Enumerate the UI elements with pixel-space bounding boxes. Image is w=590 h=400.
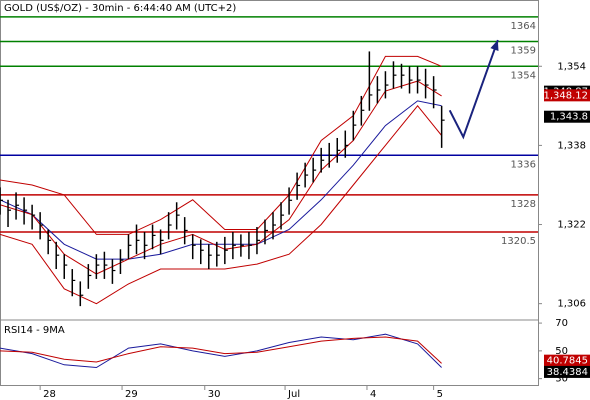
price-tag-label: 1,343.8 <box>550 112 588 123</box>
rsi-line <box>0 333 442 369</box>
x-tick-label: 28 <box>43 389 56 400</box>
x-tick-label: 4 <box>370 389 376 400</box>
rsi-tag <box>544 354 590 367</box>
level-label: 1364 <box>511 21 536 32</box>
level-label: 1336 <box>511 159 536 170</box>
price-tag <box>544 110 590 123</box>
rsi-tick-label: 30 <box>555 374 568 385</box>
y-tick-label: 1,322 <box>557 220 586 231</box>
plot-frame <box>0 0 539 386</box>
level-label: 1354 <box>511 70 536 81</box>
price-tag <box>544 89 590 102</box>
indicator-line <box>0 55 442 235</box>
rsi-tag <box>544 365 590 378</box>
x-tick-label: 30 <box>208 389 221 400</box>
level-label: 1359 <box>511 46 536 57</box>
rsi-tick-label: 70 <box>555 318 568 329</box>
chart-title: GOLD (US$/OZ) - 30min - 6:44:40 AM (UTC+… <box>4 3 236 14</box>
rsi-tick-label: 50 <box>555 346 568 357</box>
indicator-line <box>0 105 442 305</box>
y-tick-label: 1,354 <box>557 61 586 72</box>
level-label: 1320.5 <box>501 236 536 247</box>
rsi-tag-label: 40.7845 <box>547 356 588 367</box>
x-tick-label: 5 <box>437 389 443 400</box>
x-tick-label: 29 <box>125 389 138 400</box>
level-label: 1328 <box>511 199 536 210</box>
y-tick-label: 1,306 <box>557 299 586 310</box>
rsi-line <box>0 336 442 364</box>
projection-arrow <box>448 39 499 140</box>
y-tick-label: 1,338 <box>557 140 586 151</box>
rsi-tag-label: 38.4384 <box>547 367 588 378</box>
rsi-label: RSI14 - 9MA <box>4 325 65 336</box>
arrow-head <box>490 40 499 52</box>
x-tick-label: Jul <box>287 389 300 400</box>
price-tag-label: 1,348.12 <box>543 90 588 101</box>
